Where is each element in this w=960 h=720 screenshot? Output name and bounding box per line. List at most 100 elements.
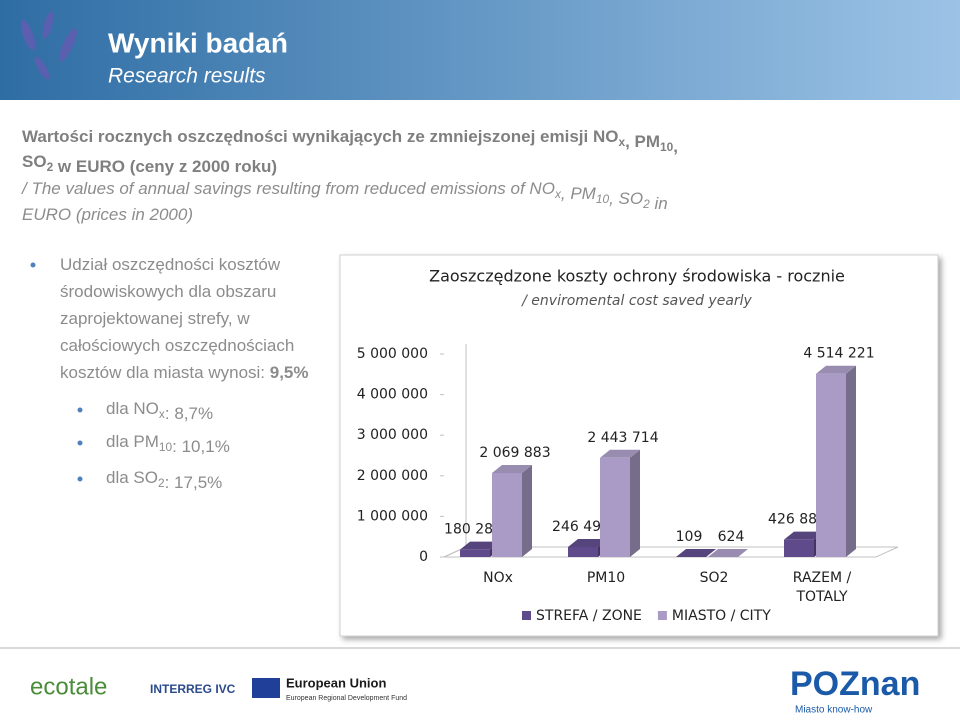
text-line: całościowych oszczędnościach <box>60 336 294 355</box>
x-tick-label-part: TOTALY <box>795 589 848 605</box>
text-line: EURO (prices in 2000) <box>22 205 193 224</box>
text-run: całościowych oszczędnościach <box>60 336 294 355</box>
value-label: 109 <box>676 529 703 545</box>
text-line: dla PM10: 10,1% <box>106 432 230 456</box>
text-run: : 17,5% <box>165 473 223 492</box>
text-run: w EURO (ceny z 2000 roku) <box>53 157 277 176</box>
subscript: 2 <box>158 476 165 490</box>
bar-side <box>738 548 748 557</box>
y-tick-label: 5 000 000 <box>357 346 428 362</box>
text-run: in <box>650 194 668 213</box>
subscript: 10 <box>159 440 173 454</box>
value-label: 4 514 221 <box>803 346 874 362</box>
text-line: Wartości rocznych oszczędności wynikając… <box>22 127 678 156</box>
text-run: dla PM <box>106 432 159 451</box>
logo-poznan: POZnan <box>790 665 920 703</box>
text-run: SO <box>22 152 47 171</box>
text-line: środowiskowych dla obszaru <box>60 282 276 301</box>
subscript: 10 <box>596 192 610 206</box>
value-label: 246 492 <box>552 519 610 535</box>
bar-top <box>492 464 532 473</box>
logo-leaves <box>20 11 77 80</box>
chart-title: Zaoszczędzone koszty ochrony środowiska … <box>429 267 845 286</box>
bar-top <box>568 538 608 547</box>
bar-top <box>816 365 856 374</box>
text-line: dla SO2: 17,5% <box>106 468 222 492</box>
bar <box>600 449 640 557</box>
bar-top <box>460 541 500 550</box>
bold-run: 9,5% <box>270 363 309 382</box>
legend-swatch <box>522 611 531 620</box>
bar-top <box>784 531 824 540</box>
logo-interreg: INTERREG IVC <box>150 682 236 696</box>
y-tick-label: 0 <box>419 549 428 565</box>
bar-side <box>522 464 532 557</box>
bullet-dot <box>77 476 83 482</box>
text-line: SO2 w EURO (ceny z 2000 roku) <box>22 152 277 176</box>
bar-top <box>708 548 748 557</box>
bar-top <box>600 449 640 458</box>
chart-subtitle: / enviromental cost saved yearly <box>520 293 752 309</box>
y-tick-label: 3 000 000 <box>357 427 428 443</box>
text-run: kosztów dla miasta wynosi: <box>60 363 270 382</box>
bar-side <box>630 449 640 557</box>
text-run: EURO (prices in 2000) <box>22 205 193 224</box>
bar-front <box>600 457 630 557</box>
x-tick-label: PM10 <box>587 570 625 586</box>
bullet-dot <box>30 262 36 268</box>
text-run: środowiskowych dla obszaru <box>60 282 276 301</box>
bullet-dot <box>77 407 83 413</box>
legend-label: STREFA / ZONE <box>536 608 642 624</box>
value-label: 2 069 883 <box>479 445 550 461</box>
text-line: kosztów dla miasta wynosi: 9,5% <box>60 363 309 382</box>
text-run: Wartości rocznych oszczędności wynikając… <box>22 127 618 146</box>
logo-poznan-tag: Miasto know-how <box>795 705 873 716</box>
bar-front <box>784 539 814 557</box>
text-run: , SO <box>609 189 643 208</box>
bar-front <box>568 546 598 557</box>
text-run: , <box>673 137 678 156</box>
text-run: dla NO <box>106 399 159 418</box>
logo-eu-fund: European Regional Development Fund <box>286 695 407 702</box>
header-band <box>0 0 960 100</box>
eu-flag <box>252 678 280 698</box>
bar <box>676 548 716 557</box>
bar <box>492 464 532 557</box>
bar-side <box>846 365 856 557</box>
bar-front <box>492 472 522 557</box>
text-run: , PM <box>561 184 597 203</box>
value-label: 2 443 714 <box>587 430 658 446</box>
legend-swatch <box>657 611 667 620</box>
value-label: 426 887 <box>768 512 826 528</box>
text-line: / The values of annual savings resulting… <box>21 179 668 213</box>
text-run: zaprojektowanej strefy, w <box>60 309 250 328</box>
text-line: zaprojektowanej strefy, w <box>60 309 250 328</box>
text-run: , PM <box>625 132 660 151</box>
logo-ecotale: ecotale <box>30 673 107 700</box>
x-tick-label: NOx <box>483 570 513 586</box>
text-run: : 8,7% <box>165 404 213 423</box>
subscript: x <box>618 135 625 149</box>
bullet-dot <box>77 440 83 446</box>
value-label: 624 <box>718 529 745 545</box>
x-tick-label-part: RAZEM / <box>793 570 852 586</box>
header-subtitle: Research results <box>108 65 266 88</box>
legend-label: MIASTO / CITY <box>672 608 771 624</box>
footer-band <box>0 648 960 720</box>
bar-top <box>676 548 716 557</box>
x-tick-label: RAZEM / TOTALY <box>793 570 852 605</box>
bar <box>816 365 856 557</box>
text-run: Udział oszczędności kosztów <box>60 255 281 274</box>
bar-front <box>460 549 490 557</box>
header-title: Wyniki badań <box>108 27 288 58</box>
subscript: 10 <box>660 140 674 154</box>
text-run: / The values of annual savings resulting… <box>21 179 555 198</box>
x-tick-label: SO2 <box>700 570 729 586</box>
logo-eu: European Union <box>286 675 386 690</box>
subscript: 2 <box>642 197 650 211</box>
y-tick-label: 1 000 000 <box>357 508 428 524</box>
text-line: dla NOx: 8,7% <box>106 399 213 423</box>
y-tick-label: 2 000 000 <box>357 468 428 484</box>
subscript: 2 <box>47 160 54 174</box>
